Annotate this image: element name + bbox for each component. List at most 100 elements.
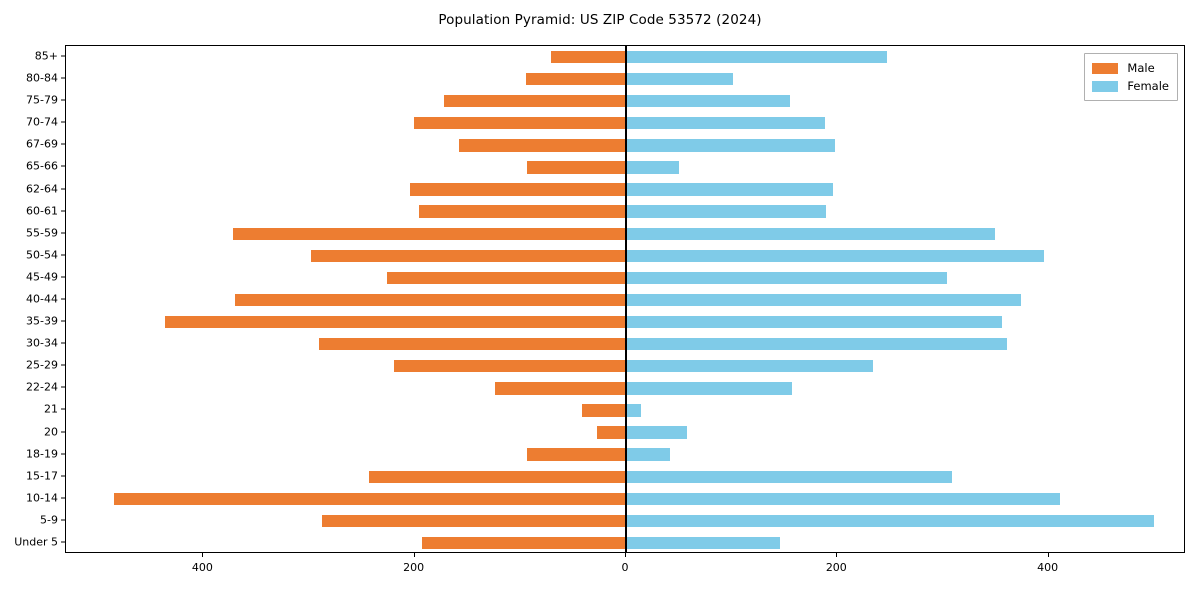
bar-row — [66, 470, 1184, 483]
y-axis-tick-label: 70-74 — [26, 115, 58, 129]
y-axis-tick-label: 55-59 — [26, 226, 58, 240]
y-axis-tick-label: 35-39 — [26, 314, 58, 328]
y-axis-tick-mark — [61, 519, 65, 521]
bar-male — [444, 95, 626, 108]
bar-row — [66, 536, 1184, 550]
x-axis-tick-label: 400 — [1037, 561, 1059, 574]
y-axis-tick-mark — [61, 143, 65, 145]
y-axis-tick-mark — [61, 320, 65, 322]
bar-row — [66, 72, 1184, 86]
bar-male — [526, 448, 626, 461]
bar-female — [626, 249, 1045, 262]
bar-male — [393, 360, 626, 373]
bar-female — [626, 183, 834, 196]
legend-label: Male — [1127, 61, 1155, 75]
bar-male — [321, 514, 626, 528]
x-axis-tick-label: 0 — [621, 561, 629, 574]
x-axis-tick-mark — [836, 553, 838, 557]
y-axis-tick-label: 45-49 — [26, 270, 58, 284]
bar-row — [66, 315, 1184, 329]
legend-item-male[interactable]: Male — [1092, 59, 1169, 77]
legend-swatch-female — [1092, 80, 1119, 92]
x-axis-tick-label: 200 — [825, 561, 847, 574]
y-axis-tick-label: 40-44 — [26, 292, 58, 306]
zero-axis-line — [625, 46, 627, 552]
bar-row — [66, 139, 1184, 152]
bar-male — [459, 139, 626, 152]
bar-male — [418, 205, 626, 218]
bar-row — [66, 382, 1184, 395]
bar-row — [66, 95, 1184, 108]
y-axis-tick-mark — [61, 541, 65, 543]
y-axis-tick-label: 25-29 — [26, 358, 58, 372]
bar-female — [626, 404, 641, 417]
y-axis-tick-mark — [61, 121, 65, 123]
bar-male — [311, 249, 626, 262]
bar-row — [66, 271, 1184, 285]
y-axis-tick-mark — [61, 276, 65, 278]
bar-male — [413, 117, 626, 130]
bar-male — [494, 382, 626, 395]
bar-male — [526, 161, 626, 174]
bar-male — [387, 271, 626, 285]
y-axis-tick-mark — [61, 475, 65, 477]
bar-row — [66, 249, 1184, 262]
bar-male — [235, 293, 626, 307]
bar-male — [369, 470, 626, 483]
y-axis-tick-label: 5-9 — [40, 513, 58, 527]
page-title: Population Pyramid: US ZIP Code 53572 (2… — [438, 12, 762, 28]
y-axis-tick-label: 20 — [44, 425, 58, 439]
bar-female — [626, 95, 790, 108]
bar-female — [626, 360, 874, 373]
bar-male — [410, 183, 626, 196]
y-axis-tick-mark — [61, 408, 65, 410]
bar-row — [66, 50, 1184, 64]
y-axis-tick-mark — [61, 55, 65, 57]
bar-female — [626, 382, 792, 395]
bar-male — [113, 492, 626, 505]
y-axis-tick-mark — [61, 210, 65, 212]
bar-female — [626, 470, 953, 483]
y-axis-tick-mark — [61, 99, 65, 101]
bars-layer — [66, 46, 1184, 552]
bar-female — [626, 337, 1008, 351]
bar-male — [165, 315, 626, 329]
bar-row — [66, 161, 1184, 174]
bar-female — [626, 227, 995, 240]
y-axis-tick-mark — [61, 232, 65, 234]
bar-male — [318, 337, 626, 351]
x-axis-tick-mark — [413, 553, 415, 557]
legend-item-female[interactable]: Female — [1092, 77, 1169, 95]
bar-female — [626, 139, 836, 152]
y-axis-tick-label: 18-19 — [26, 447, 58, 461]
bar-female — [626, 514, 1155, 528]
x-axis-tick-mark — [202, 553, 204, 557]
bar-row — [66, 117, 1184, 130]
bar-row — [66, 337, 1184, 351]
legend-swatch-male — [1092, 62, 1119, 74]
y-axis-tick-label: 10-14 — [26, 491, 58, 505]
bar-row — [66, 514, 1184, 528]
y-axis-tick-label: 75-79 — [26, 93, 58, 107]
y-axis-tick-mark — [61, 298, 65, 300]
y-axis-tick-label: 62-64 — [26, 182, 58, 196]
x-axis-tick-label: 400 — [191, 561, 213, 574]
legend-label: Female — [1127, 79, 1169, 93]
y-axis-tick-mark — [61, 342, 65, 344]
y-axis-tick-label: 60-61 — [26, 204, 58, 218]
x-axis-tick-mark — [1047, 553, 1049, 557]
bar-male — [581, 404, 626, 417]
bar-female — [626, 492, 1061, 505]
bar-female — [626, 72, 733, 86]
y-axis-tick-label: 15-17 — [26, 469, 58, 483]
y-axis-tick-label: 80-84 — [26, 71, 58, 85]
y-axis-tick-mark — [61, 431, 65, 433]
bar-male — [597, 426, 626, 439]
y-axis-tick-mark — [61, 364, 65, 366]
bar-female — [626, 448, 671, 461]
bar-row — [66, 360, 1184, 373]
x-axis-tick-label: 200 — [403, 561, 425, 574]
bar-row — [66, 448, 1184, 461]
y-axis-tick-mark — [61, 165, 65, 167]
bar-row — [66, 205, 1184, 218]
